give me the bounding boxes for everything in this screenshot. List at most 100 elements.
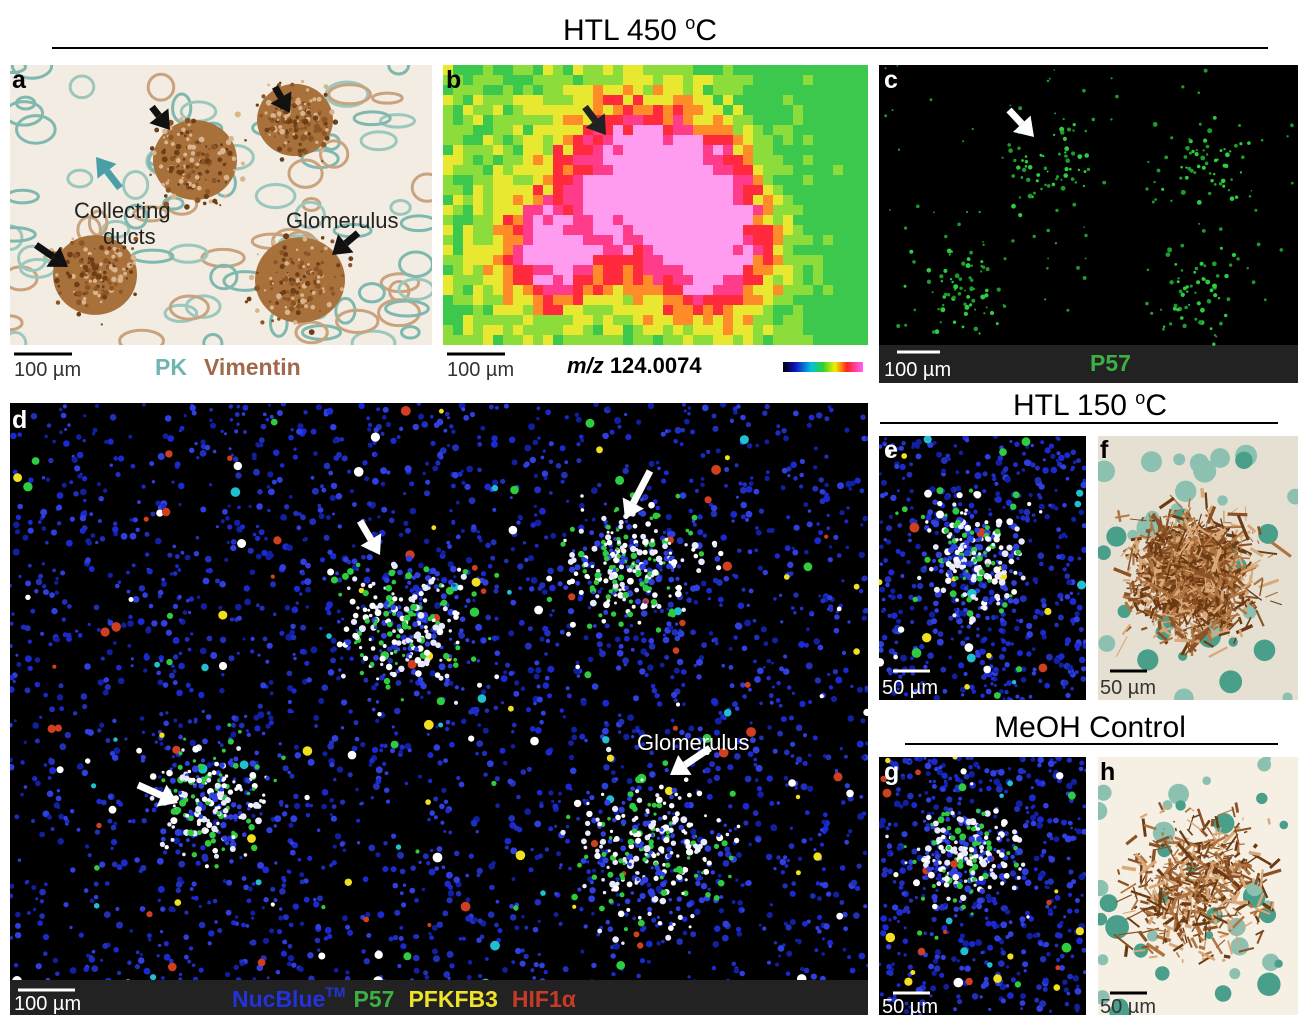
intensity-cell xyxy=(743,265,753,275)
stain-dot xyxy=(463,415,469,421)
intensity-cell xyxy=(753,95,763,105)
stain-dot xyxy=(101,627,110,636)
stain-dot xyxy=(734,827,737,830)
intensity-cell xyxy=(813,125,823,135)
stain-dot xyxy=(279,742,282,745)
intensity-cell xyxy=(733,315,743,325)
stain-dot xyxy=(273,260,277,264)
intensity-cell xyxy=(663,325,673,335)
intensity-cell xyxy=(623,145,633,155)
intensity-cell xyxy=(613,335,623,345)
stain-dot xyxy=(599,650,606,657)
intensity-cell xyxy=(783,105,793,115)
stain-dot xyxy=(95,404,99,408)
stain-dot xyxy=(104,440,108,444)
stain-dot xyxy=(277,147,282,152)
stain-dot xyxy=(268,489,275,496)
stain-dot xyxy=(56,796,62,802)
stain-dot xyxy=(268,715,273,720)
stain-dot xyxy=(83,297,87,301)
stain-dot xyxy=(403,647,407,651)
stain-dot xyxy=(802,838,807,843)
stain-dot xyxy=(196,536,200,540)
intensity-cell xyxy=(723,165,733,175)
stain-dot xyxy=(1200,308,1205,313)
stain-dot xyxy=(682,702,686,706)
stain-dot xyxy=(771,662,774,665)
intensity-cell xyxy=(693,325,703,335)
stain-dot xyxy=(70,241,74,245)
intensity-cell xyxy=(573,275,583,285)
stain-dot xyxy=(240,176,245,181)
stain-dot xyxy=(294,586,300,592)
stain-dot xyxy=(287,147,292,152)
stain-dot xyxy=(11,612,14,615)
stain-dot xyxy=(647,763,652,768)
intensity-cell xyxy=(453,235,463,245)
stain-dot xyxy=(376,700,379,703)
stain-dot xyxy=(184,955,189,960)
intensity-cell xyxy=(713,325,723,335)
intensity-cell xyxy=(853,235,863,245)
intensity-cell xyxy=(703,175,713,185)
stain-dot xyxy=(316,404,322,410)
stain-dot xyxy=(316,280,320,284)
stain-dot xyxy=(74,465,80,471)
intensity-cell xyxy=(673,315,683,325)
stain-dot xyxy=(767,775,773,781)
stain-dot xyxy=(508,630,514,636)
stain-dot xyxy=(495,776,500,781)
stain-dot xyxy=(138,618,145,625)
stain-dot xyxy=(296,115,300,119)
stain-dot xyxy=(343,557,349,563)
stain-dot xyxy=(790,742,795,747)
stain-dot xyxy=(468,709,473,714)
intensity-cell xyxy=(663,315,673,325)
stain-dot xyxy=(773,867,776,870)
stain-dot xyxy=(135,964,140,969)
stain-dot xyxy=(640,498,644,502)
intensity-cell xyxy=(743,105,753,115)
intensity-cell xyxy=(453,175,463,185)
stain-dot xyxy=(257,862,264,869)
stain-dot xyxy=(288,944,293,949)
intensity-cell xyxy=(503,155,513,165)
stain-dot xyxy=(1064,154,1067,157)
stain-dot xyxy=(759,736,764,741)
intensity-cell xyxy=(713,145,723,155)
intensity-cell xyxy=(743,315,753,325)
stain-dot xyxy=(769,693,774,698)
stain-dot xyxy=(187,144,192,149)
intensity-cell xyxy=(673,265,683,275)
stain-dot xyxy=(372,478,379,485)
stain-dot xyxy=(281,756,286,761)
stain-dot xyxy=(311,429,317,435)
intensity-cell xyxy=(813,315,823,325)
stain-dot xyxy=(336,263,340,267)
stain-dot xyxy=(283,914,289,920)
intensity-cell xyxy=(463,215,473,225)
intensity-cell xyxy=(553,255,563,265)
stain-dot xyxy=(684,410,687,413)
intensity-cell xyxy=(643,155,653,165)
intensity-cell xyxy=(493,205,503,215)
stain-dot xyxy=(289,128,292,131)
stain-dot xyxy=(189,688,194,693)
intensity-cell xyxy=(653,305,663,315)
stain-dot xyxy=(559,863,562,866)
stain-dot xyxy=(288,119,293,124)
stain-dot xyxy=(627,778,633,784)
stain-dot xyxy=(364,476,369,481)
stain-dot xyxy=(826,891,831,896)
intensity-cell xyxy=(453,245,463,255)
stain-dot xyxy=(1110,118,1112,120)
stain-dot xyxy=(282,245,286,249)
intensity-cell xyxy=(663,195,673,205)
stain-dot xyxy=(266,724,271,729)
stain-dot xyxy=(904,285,907,288)
stain-dot xyxy=(105,684,111,690)
intensity-cell xyxy=(803,165,813,175)
intensity-cell xyxy=(543,275,553,285)
stain-dot xyxy=(652,803,657,808)
stain-dot xyxy=(150,146,155,151)
